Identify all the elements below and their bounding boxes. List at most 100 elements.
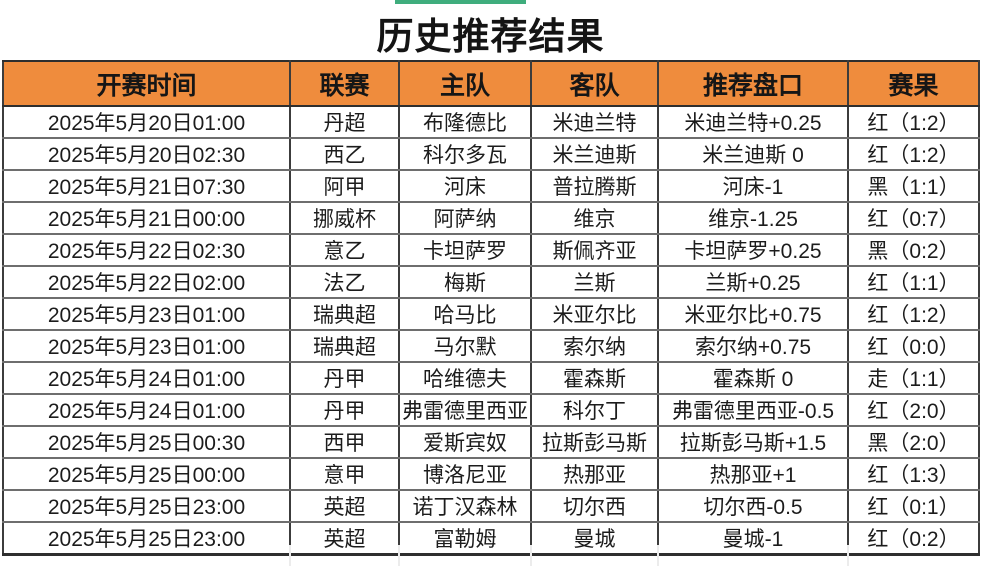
cell-result: 黑（1:1） xyxy=(847,169,980,203)
col-header-league: 联赛 xyxy=(289,60,400,107)
cell-league: 意乙 xyxy=(289,233,400,267)
table-row: 2025年5月24日01:00 丹甲 哈维德夫 霍森斯 霍森斯 0 走（1:1） xyxy=(2,361,980,395)
col-header-away: 客队 xyxy=(530,60,659,107)
table-row: 2025年5月24日01:00 丹甲 弗雷德里西亚 科尔丁 弗雷德里西亚-0.5… xyxy=(2,393,980,427)
cell-league: 西甲 xyxy=(289,425,400,459)
header-row: 开赛时间 联赛 主队 客队 推荐盘口 赛果 xyxy=(2,60,980,107)
grid-line xyxy=(530,545,532,566)
cell-away: 拉斯彭马斯 xyxy=(530,425,659,459)
cell-time: 2025年5月25日00:30 xyxy=(2,425,291,459)
cell-away: 维京 xyxy=(530,201,659,235)
grid-line xyxy=(289,545,291,566)
table-row: 2025年5月25日23:00 英超 富勒姆 曼城 曼城-1 红（0:2） xyxy=(2,521,980,556)
cell-result: 红（1:3） xyxy=(847,457,980,491)
cell-result: 红（0:0） xyxy=(847,329,980,363)
table-row: 2025年5月25日00:00 意甲 博洛尼亚 热那亚 热那亚+1 红（1:3） xyxy=(2,457,980,491)
cell-league: 阿甲 xyxy=(289,169,400,203)
cell-away: 米迪兰特 xyxy=(530,105,659,139)
cell-away: 切尔西 xyxy=(530,489,659,523)
cell-away: 曼城 xyxy=(530,521,659,556)
results-body: 2025年5月20日01:00 丹超 布隆德比 米迪兰特 米迪兰特+0.25 红… xyxy=(2,105,980,556)
cell-away: 热那亚 xyxy=(530,457,659,491)
table-row: 2025年5月21日00:00 挪威杯 阿萨纳 维京 维京-1.25 红（0:7… xyxy=(2,201,980,235)
cell-league: 丹甲 xyxy=(289,393,400,427)
cell-result: 红（1:2） xyxy=(847,297,980,331)
cell-handicap: 卡坦萨罗+0.25 xyxy=(657,233,849,267)
active-tab-indicator xyxy=(395,0,526,4)
table-row: 2025年5月20日01:00 丹超 布隆德比 米迪兰特 米迪兰特+0.25 红… xyxy=(2,105,980,139)
cell-home: 布隆德比 xyxy=(398,105,532,139)
cell-league: 西乙 xyxy=(289,137,400,171)
cell-home: 富勒姆 xyxy=(398,521,532,556)
cell-home: 阿萨纳 xyxy=(398,201,532,235)
cell-away: 科尔丁 xyxy=(530,393,659,427)
cell-result: 走（1:1） xyxy=(847,361,980,395)
cell-handicap: 米迪兰特+0.25 xyxy=(657,105,849,139)
cell-handicap: 索尔纳+0.75 xyxy=(657,329,849,363)
col-header-result: 赛果 xyxy=(847,60,980,107)
cell-time: 2025年5月23日01:00 xyxy=(2,329,291,363)
cell-time: 2025年5月25日23:00 xyxy=(2,521,291,556)
cell-time: 2025年5月21日07:30 xyxy=(2,169,291,203)
cell-time: 2025年5月22日02:00 xyxy=(2,265,291,299)
cell-result: 红（1:2） xyxy=(847,105,980,139)
cell-handicap: 维京-1.25 xyxy=(657,201,849,235)
table-row: 2025年5月23日01:00 瑞典超 哈马比 米亚尔比 米亚尔比+0.75 红… xyxy=(2,297,980,331)
cell-handicap: 曼城-1 xyxy=(657,521,849,556)
cell-time: 2025年5月22日02:30 xyxy=(2,233,291,267)
cell-league: 丹超 xyxy=(289,105,400,139)
cell-league: 英超 xyxy=(289,489,400,523)
cell-result: 黑（0:2） xyxy=(847,233,980,267)
cell-handicap: 拉斯彭马斯+1.5 xyxy=(657,425,849,459)
table-row: 2025年5月20日02:30 西乙 科尔多瓦 米兰迪斯 米兰迪斯 0 红（1:… xyxy=(2,137,980,171)
cell-away: 斯佩齐亚 xyxy=(530,233,659,267)
cell-away: 米亚尔比 xyxy=(530,297,659,331)
table-row: 2025年5月25日23:00 英超 诺丁汉森林 切尔西 切尔西-0.5 红（0… xyxy=(2,489,980,523)
results-table: 开赛时间 联赛 主队 客队 推荐盘口 赛果 2025年5月20日01:00 丹超… xyxy=(2,60,980,556)
cell-handicap: 兰斯+0.25 xyxy=(657,265,849,299)
cell-away: 兰斯 xyxy=(530,265,659,299)
cell-handicap: 霍森斯 0 xyxy=(657,361,849,395)
cell-handicap: 米亚尔比+0.75 xyxy=(657,297,849,331)
cell-league: 丹甲 xyxy=(289,361,400,395)
cell-home: 卡坦萨罗 xyxy=(398,233,532,267)
cell-result: 黑（2:0） xyxy=(847,425,980,459)
cell-league: 英超 xyxy=(289,521,400,556)
col-header-home: 主队 xyxy=(398,60,532,107)
table-row: 2025年5月23日01:00 瑞典超 马尔默 索尔纳 索尔纳+0.75 红（0… xyxy=(2,329,980,363)
grid-line xyxy=(398,545,400,566)
cell-handicap: 切尔西-0.5 xyxy=(657,489,849,523)
grid-line xyxy=(657,545,659,566)
cell-time: 2025年5月20日01:00 xyxy=(2,105,291,139)
cell-league: 瑞典超 xyxy=(289,297,400,331)
cell-time: 2025年5月20日02:30 xyxy=(2,137,291,171)
table-row: 2025年5月21日07:30 阿甲 河床 普拉腾斯 河床-1 黑（1:1） xyxy=(2,169,980,203)
table-row: 2025年5月22日02:30 意乙 卡坦萨罗 斯佩齐亚 卡坦萨罗+0.25 黑… xyxy=(2,233,980,267)
cell-result: 红（0:7） xyxy=(847,201,980,235)
cell-home: 马尔默 xyxy=(398,329,532,363)
cell-home: 河床 xyxy=(398,169,532,203)
cell-home: 哈维德夫 xyxy=(398,361,532,395)
col-header-time: 开赛时间 xyxy=(2,60,291,107)
cell-time: 2025年5月24日01:00 xyxy=(2,361,291,395)
cell-away: 索尔纳 xyxy=(530,329,659,363)
cell-home: 博洛尼亚 xyxy=(398,457,532,491)
cell-home: 爱斯宾奴 xyxy=(398,425,532,459)
cell-league: 瑞典超 xyxy=(289,329,400,363)
cell-league: 意甲 xyxy=(289,457,400,491)
col-header-handicap: 推荐盘口 xyxy=(657,60,849,107)
grid-line xyxy=(847,545,849,566)
table-row: 2025年5月22日02:00 法乙 梅斯 兰斯 兰斯+0.25 红（1:1） xyxy=(2,265,980,299)
cell-result: 红（0:1） xyxy=(847,489,980,523)
cell-handicap: 河床-1 xyxy=(657,169,849,203)
cell-result: 红（1:1） xyxy=(847,265,980,299)
cell-home: 科尔多瓦 xyxy=(398,137,532,171)
cell-time: 2025年5月21日00:00 xyxy=(2,201,291,235)
cell-league: 挪威杯 xyxy=(289,201,400,235)
cell-away: 米兰迪斯 xyxy=(530,137,659,171)
cell-home: 梅斯 xyxy=(398,265,532,299)
cell-home: 诺丁汉森林 xyxy=(398,489,532,523)
cell-handicap: 弗雷德里西亚-0.5 xyxy=(657,393,849,427)
cell-home: 哈马比 xyxy=(398,297,532,331)
cell-league: 法乙 xyxy=(289,265,400,299)
